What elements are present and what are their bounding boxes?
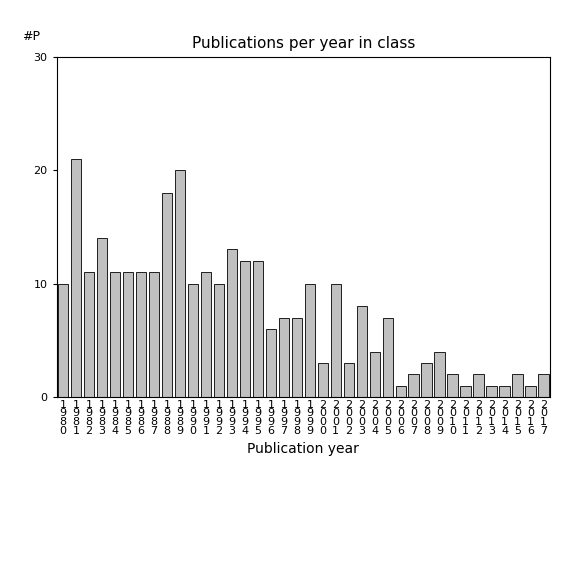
Bar bbox=[58, 284, 69, 397]
Bar bbox=[460, 386, 471, 397]
Bar bbox=[291, 318, 302, 397]
Bar bbox=[175, 170, 185, 397]
Bar bbox=[266, 329, 276, 397]
Bar bbox=[538, 374, 549, 397]
Bar bbox=[357, 306, 367, 397]
Bar bbox=[188, 284, 198, 397]
Bar bbox=[84, 272, 94, 397]
Bar bbox=[240, 261, 250, 397]
Bar bbox=[253, 261, 263, 397]
Bar bbox=[304, 284, 315, 397]
Bar bbox=[344, 363, 354, 397]
Bar bbox=[201, 272, 211, 397]
Bar bbox=[396, 386, 406, 397]
Bar bbox=[318, 363, 328, 397]
Text: #P: #P bbox=[22, 30, 40, 43]
Bar bbox=[227, 249, 237, 397]
Bar bbox=[408, 374, 419, 397]
Bar bbox=[421, 363, 432, 397]
Bar bbox=[136, 272, 146, 397]
Bar bbox=[473, 374, 484, 397]
Title: Publications per year in class: Publications per year in class bbox=[192, 36, 415, 52]
Bar bbox=[214, 284, 224, 397]
Bar bbox=[278, 318, 289, 397]
Bar bbox=[71, 159, 82, 397]
Bar bbox=[447, 374, 458, 397]
Bar bbox=[383, 318, 393, 397]
Bar bbox=[97, 238, 107, 397]
Bar bbox=[525, 386, 536, 397]
Bar bbox=[370, 352, 380, 397]
Bar bbox=[486, 386, 497, 397]
Bar bbox=[162, 193, 172, 397]
Bar bbox=[434, 352, 445, 397]
Bar bbox=[500, 386, 510, 397]
Bar bbox=[331, 284, 341, 397]
Bar bbox=[149, 272, 159, 397]
X-axis label: Publication year: Publication year bbox=[247, 442, 359, 456]
Bar bbox=[123, 272, 133, 397]
Bar bbox=[110, 272, 120, 397]
Bar bbox=[513, 374, 523, 397]
